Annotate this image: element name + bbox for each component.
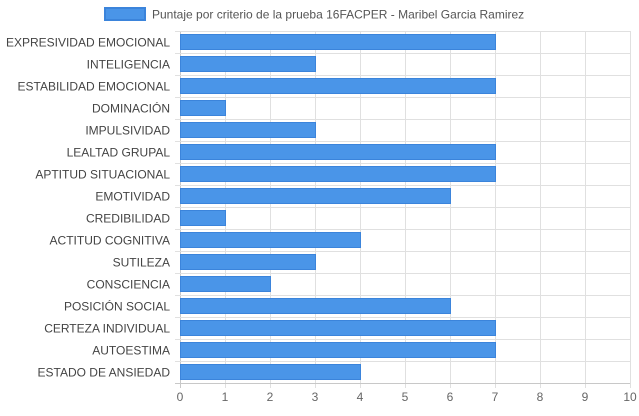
- y-category-label: CONSCIENCIA: [87, 278, 170, 292]
- y-category-label: DOMINACIÓN: [92, 101, 170, 116]
- bar[interactable]: [180, 276, 271, 292]
- bar[interactable]: [180, 166, 496, 182]
- y-category-label: ESTADO DE ANSIEDAD: [38, 366, 171, 380]
- bar[interactable]: [180, 56, 316, 72]
- x-tick-label: 6: [447, 390, 454, 404]
- bar[interactable]: [180, 188, 451, 204]
- x-tick-label: 1: [222, 390, 229, 404]
- x-tick-label: 8: [537, 390, 544, 404]
- bar[interactable]: [180, 232, 361, 248]
- bar[interactable]: [180, 298, 451, 314]
- legend-swatch[interactable]: [104, 7, 146, 21]
- x-tick-label: 5: [402, 390, 409, 404]
- y-category-label: IMPULSIVIDAD: [85, 124, 170, 138]
- chart-legend[interactable]: Puntaje por criterio de la prueba 16FACP…: [104, 7, 524, 22]
- x-axis-labels: 0 1 2 3 4 5 6 7 8 9 10: [177, 390, 637, 404]
- bar[interactable]: [180, 144, 496, 160]
- bar[interactable]: [180, 210, 226, 226]
- y-category-label: INTELIGENCIA: [87, 58, 170, 72]
- y-category-label: ESTABILIDAD EMOCIONAL: [18, 80, 171, 94]
- x-tick-label: 9: [582, 390, 589, 404]
- x-tick-label: 7: [492, 390, 499, 404]
- y-category-label: APTITUD SITUACIONAL: [35, 168, 170, 182]
- bar[interactable]: [180, 78, 496, 94]
- y-category-label: EXPRESIVIDAD EMOCIONAL: [6, 36, 170, 50]
- bar[interactable]: [180, 254, 316, 270]
- y-category-label: SUTILEZA: [113, 256, 170, 270]
- bar[interactable]: [180, 342, 496, 358]
- x-tick-label: 10: [623, 390, 637, 404]
- bar[interactable]: [180, 100, 226, 116]
- chart-bars: [180, 34, 496, 380]
- x-tick-label: 4: [357, 390, 364, 404]
- bar[interactable]: [180, 34, 496, 50]
- legend-label[interactable]: Puntaje por criterio de la prueba 16FACP…: [152, 8, 524, 22]
- bar[interactable]: [180, 320, 496, 336]
- x-tick-label: 2: [267, 390, 274, 404]
- bar[interactable]: [180, 122, 316, 138]
- y-axis-labels: EXPRESIVIDAD EMOCIONAL INTELIGENCIA ESTABI…: [6, 36, 170, 380]
- bar[interactable]: [180, 364, 361, 380]
- y-category-label: AUTOESTIMA: [92, 344, 170, 358]
- y-category-label: POSICIÓN SOCIAL: [64, 299, 170, 314]
- y-category-label: ACTITUD COGNITIVA: [50, 234, 170, 248]
- x-tick-label: 3: [312, 390, 319, 404]
- y-category-label: CERTEZA INDIVIDUAL: [44, 322, 170, 336]
- y-category-label: CREDIBILIDAD: [86, 212, 170, 226]
- x-tick-label: 0: [177, 390, 184, 404]
- y-category-label: EMOTIVIDAD: [95, 190, 170, 204]
- y-category-label: LEALTAD GRUPAL: [67, 146, 171, 160]
